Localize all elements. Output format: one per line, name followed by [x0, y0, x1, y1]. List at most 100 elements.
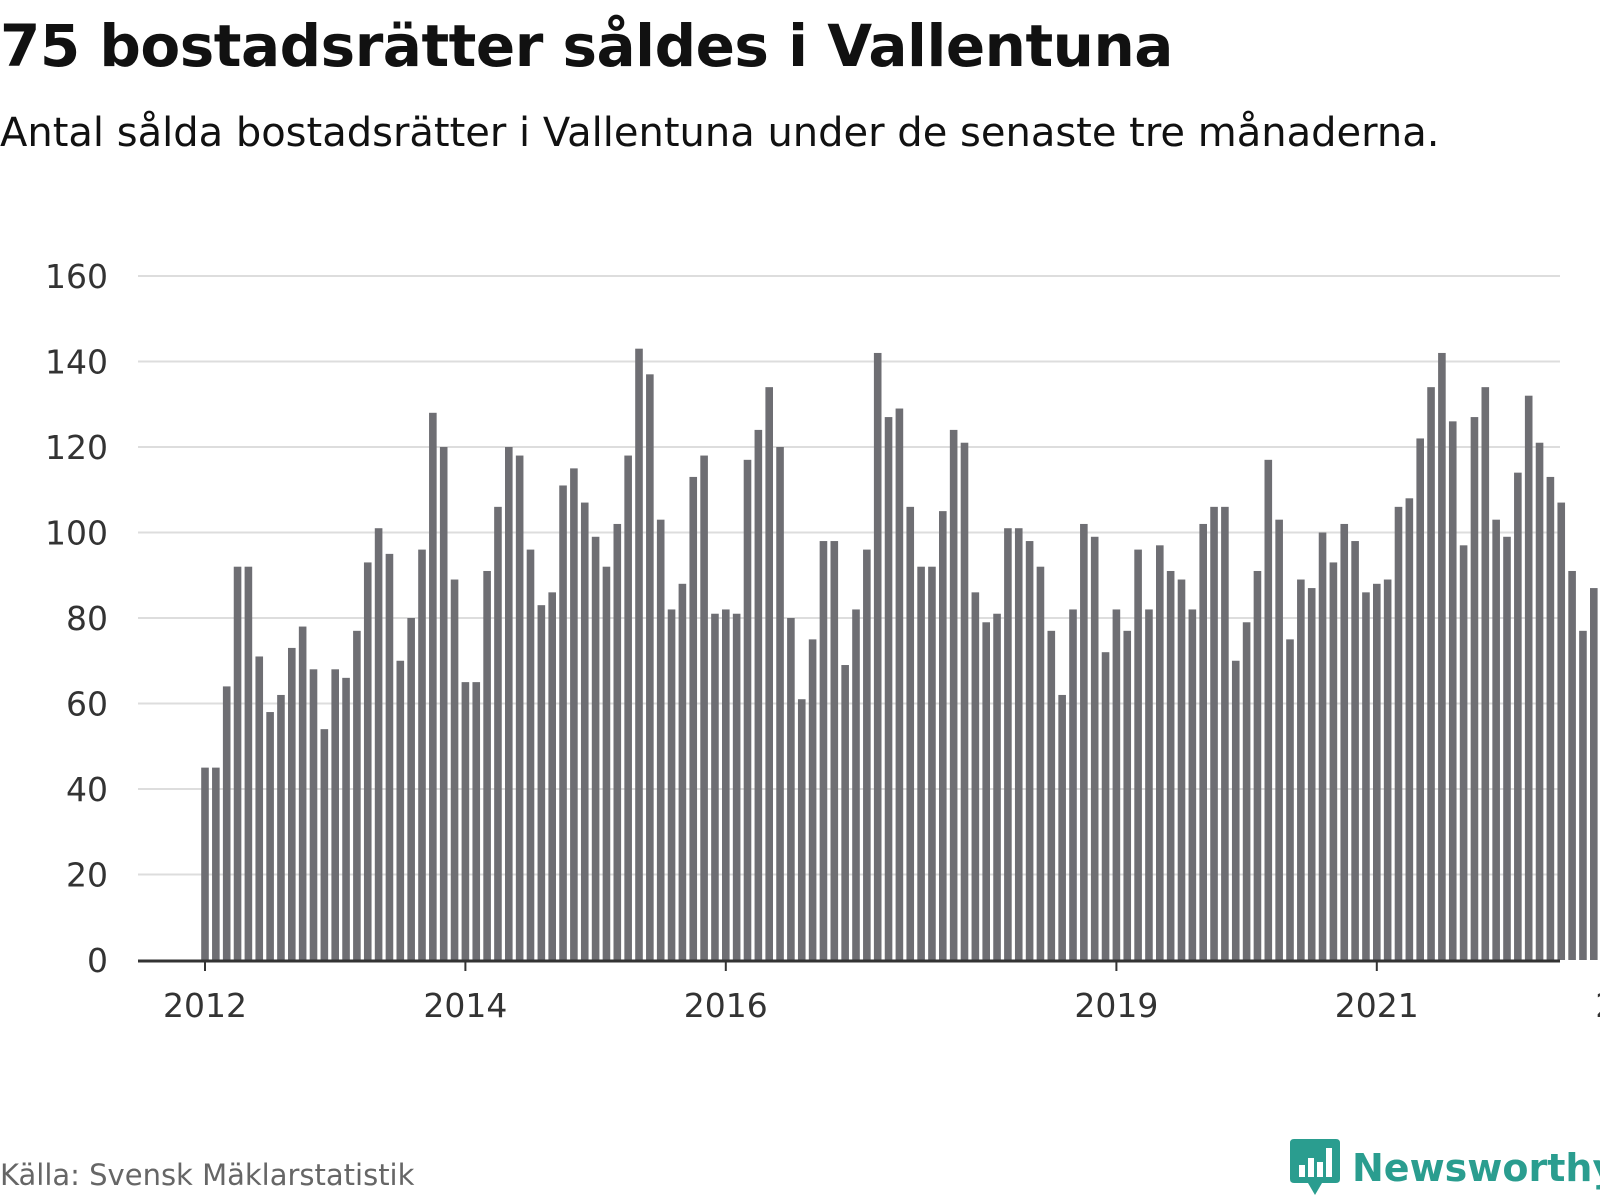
bar [960, 442, 969, 961]
bar [331, 669, 339, 960]
bar [1156, 545, 1164, 960]
bar-chart-speech-bubble-icon [1290, 1139, 1340, 1195]
bar [320, 729, 329, 960]
bar [222, 686, 231, 960]
x-tick-label: 2023 [1595, 986, 1600, 1025]
x-tick-label: 2012 [163, 986, 247, 1025]
bar [971, 592, 980, 960]
bar [1188, 609, 1197, 960]
bar [1503, 536, 1511, 960]
bar [1199, 523, 1207, 960]
y-tick-label: 40 [66, 770, 108, 809]
bar [852, 609, 860, 960]
bar [580, 502, 589, 960]
bar [212, 767, 220, 960]
y-tick-label: 160 [45, 257, 108, 296]
y-tick-label: 80 [66, 599, 108, 638]
x-axis: 2012 2014 2016 2019 2021 2023 [138, 959, 1600, 1025]
bar [1590, 588, 1598, 960]
bar [1134, 549, 1142, 960]
bar [711, 613, 719, 960]
bar [1253, 570, 1262, 960]
bar [613, 523, 622, 960]
bar [1524, 395, 1533, 960]
bar [667, 609, 676, 960]
bar [722, 609, 730, 960]
bar [743, 459, 752, 960]
bar [1362, 592, 1370, 960]
bar [895, 408, 904, 960]
bar [982, 622, 990, 960]
bar [1373, 583, 1381, 960]
bar [1470, 417, 1479, 960]
bar [429, 412, 437, 960]
bar [1405, 498, 1414, 960]
bar [1058, 694, 1066, 960]
bar [1514, 472, 1522, 960]
bar [559, 485, 567, 960]
bar [1025, 541, 1034, 960]
brand-name: Newsworthy [1352, 1146, 1600, 1190]
bar [450, 579, 459, 960]
bar [570, 468, 578, 960]
bar [678, 583, 687, 960]
bar [646, 374, 654, 960]
bar [602, 566, 611, 960]
bar [635, 348, 643, 960]
bar [884, 417, 893, 960]
bar [1221, 506, 1229, 960]
bar [483, 570, 491, 960]
bar [1014, 528, 1023, 960]
bar [233, 566, 242, 960]
source-note: Källa: Svensk Mäklarstatistik [0, 1158, 415, 1192]
bar [754, 429, 763, 960]
bar [244, 566, 253, 960]
bar [1264, 459, 1273, 960]
bar [928, 566, 936, 960]
bar [309, 669, 318, 960]
bar [1546, 476, 1555, 960]
bar [1297, 579, 1305, 960]
bar [505, 447, 513, 960]
y-tick-label: 100 [45, 514, 108, 553]
bar [917, 566, 925, 960]
bar [863, 549, 871, 960]
bar [819, 541, 828, 960]
bar [1177, 579, 1186, 960]
bar [1318, 532, 1327, 960]
bar [1340, 523, 1349, 960]
bar [787, 618, 795, 960]
bar [1275, 519, 1283, 960]
bar [1481, 387, 1490, 960]
bar-series [201, 348, 1598, 961]
bar [1492, 519, 1500, 960]
bar [1568, 570, 1576, 960]
bar [797, 699, 806, 960]
bar [700, 455, 708, 960]
chart-title: 75 bostadsrätter såldes i Vallentuna [0, 12, 1173, 80]
bar [439, 447, 448, 960]
bar [1090, 536, 1099, 960]
bar [939, 511, 947, 960]
chart-subtitle: Antal sålda bostadsrätter i Vallentuna u… [0, 110, 1440, 156]
bar [949, 429, 958, 960]
bar [873, 352, 882, 960]
bar [342, 677, 350, 960]
bar [526, 549, 535, 960]
bar [288, 647, 296, 960]
bar [1427, 387, 1435, 960]
bar [808, 639, 817, 960]
bar [1101, 652, 1110, 960]
bar [624, 455, 632, 960]
bar [1416, 438, 1424, 960]
bar [1394, 506, 1403, 960]
bar [689, 476, 698, 960]
bar [993, 613, 1001, 960]
bar [1557, 502, 1566, 960]
bar [1459, 545, 1468, 960]
y-tick-label: 60 [66, 685, 108, 724]
bar [1535, 442, 1544, 961]
bar [1080, 523, 1088, 960]
bar [266, 712, 274, 960]
